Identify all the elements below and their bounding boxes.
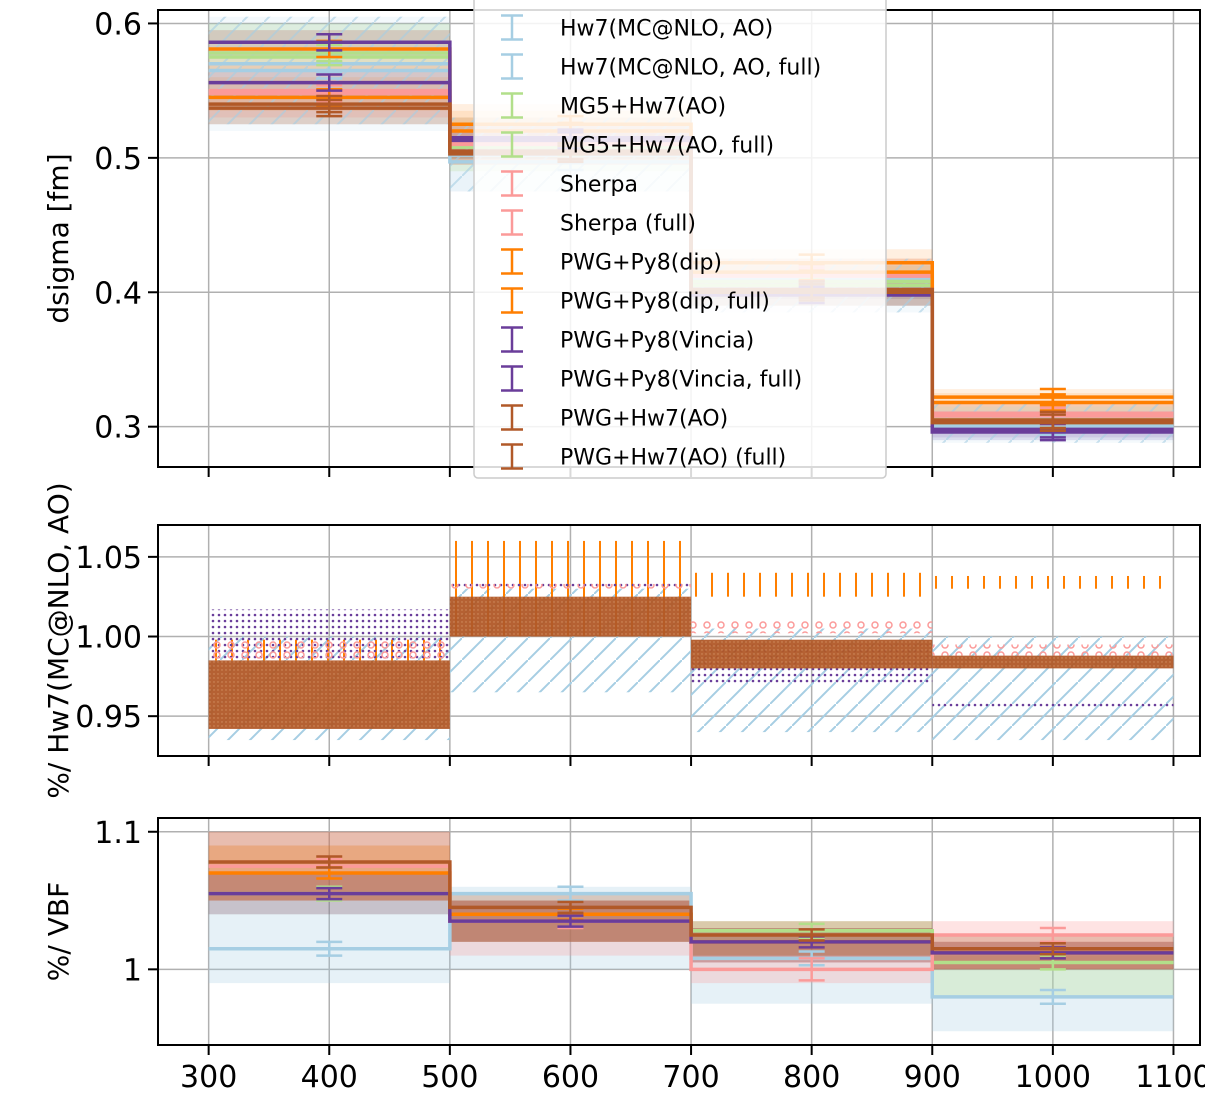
legend-label: PWG+Hw7(AO) (full) (560, 446, 786, 471)
legend-label: PWG+Py8(Vincia, full) (560, 368, 802, 393)
legend-label: Hw7(MC@NLO, AO, full) (560, 56, 821, 81)
x-tick-label: 900 (904, 1060, 961, 1095)
y-tick-label: 0.6 (94, 7, 142, 42)
y-tick-label: 1.1 (94, 816, 142, 851)
legend-item: Sherpa (full) (501, 209, 696, 237)
legend-label: PWG+Py8(dip, full) (560, 290, 770, 315)
error-bar (798, 957, 825, 982)
ratio-band-pwg-hw7-ao- (691, 639, 933, 669)
series-line-pwg-hw7-ao- (208, 860, 1174, 951)
y-tick-label: 1.00 (75, 621, 142, 656)
error-bar (316, 94, 343, 114)
ratio-band-pwg-hw7-ao- (932, 655, 1174, 669)
y-tick-label: 0.3 (94, 411, 142, 446)
y-tick-label: 1.05 (75, 541, 142, 576)
legend-label: Sherpa (full) (560, 212, 696, 237)
error-bar (316, 32, 343, 52)
legend-item: PWG+Hw7(AO) (501, 404, 728, 432)
panel-ratio: 0.95 1.00 1.05%/ Hw7(MC@NLO, AO) (42, 482, 1201, 799)
legend-item: Sherpa (501, 170, 638, 198)
error-bar (316, 886, 343, 901)
y-tick-label: 0.4 (94, 276, 142, 311)
ratio-band-pwg-py8-vincia- (932, 703, 1174, 709)
x-tick-label: 400 (301, 1060, 358, 1095)
y-axis-title: dsigma [fm] (42, 153, 75, 323)
y-tick-label: 0.5 (94, 142, 142, 177)
legend: Hw7(MC@NLO, AO) Hw7(MC@NLO, AO, full) MG5+… (473, 0, 887, 479)
y-axis-title: %/ Hw7(MC@NLO, AO) (42, 482, 75, 798)
x-tick-label: 800 (783, 1060, 840, 1095)
legend-label: Hw7(MC@NLO, AO) (560, 17, 773, 42)
error-bar (1039, 413, 1066, 432)
legend-label: Sherpa (560, 173, 638, 198)
axes-frame (157, 817, 1201, 1046)
legend-item: MG5+Hw7(AO) (501, 92, 726, 120)
x-tick-label: 1100 (1135, 1060, 1205, 1095)
legend-item: PWG+Py8(Vincia, full) (501, 365, 802, 393)
plot-area-ratio (208, 540, 1174, 741)
legend-item: PWG+Py8(Vincia) (501, 326, 754, 354)
ratio-band-sherpa (932, 644, 1174, 656)
x-tick-label: 700 (662, 1060, 719, 1095)
ratio-band-sherpa (208, 639, 450, 661)
legend-label: PWG+Hw7(AO) (560, 407, 728, 432)
error-bar (1039, 393, 1066, 412)
legend-box (473, 0, 887, 479)
axes-frame (157, 524, 1201, 757)
legend-label: MG5+Hw7(AO, full) (560, 134, 774, 159)
legend-label: PWG+Py8(Vincia) (560, 329, 754, 354)
error-bar (798, 928, 825, 942)
legend-item: PWG+Py8(dip) (501, 248, 722, 276)
error-bar (557, 900, 584, 915)
y-tick-label: 1 (123, 953, 142, 988)
x-tick-label: 1000 (1015, 1060, 1091, 1095)
error-bar (557, 885, 584, 902)
ratio-band-pwg-hw7-ao- (208, 660, 450, 729)
ratio-band-pwg-hw7-ao- (449, 596, 692, 637)
x-tick-label: 300 (180, 1060, 237, 1095)
x-tick-label: 500 (421, 1060, 478, 1095)
ratio-band-sherpa (691, 620, 933, 634)
error-bar (316, 940, 343, 957)
error-bar (1039, 926, 1066, 944)
legend-label: MG5+Hw7(AO) (560, 95, 726, 120)
legend-item: Hw7(MC@NLO, AO) (501, 14, 773, 42)
x-tick-label: 600 (542, 1060, 599, 1095)
error-bar (557, 914, 584, 928)
error-bar (1039, 941, 1066, 956)
ratio-band-pwg-py8-dip- (932, 575, 1174, 589)
panel-vbf: 1 1.1 %/ VBF 300 400 500 600 700 800 900 1000 1100 (42, 816, 1205, 1095)
legend-label: PWG+Py8(dip) (560, 251, 722, 276)
legend-item: MG5+Hw7(AO, full) (501, 131, 774, 159)
error-bar (316, 73, 343, 92)
plot-area-vbf (208, 831, 1174, 1032)
error-bar (1039, 988, 1066, 1005)
legend-item: PWG+Hw7(AO) (full) (501, 443, 786, 471)
legend-item: PWG+Py8(dip, full) (501, 287, 770, 315)
ratio-band-sherpa (449, 583, 692, 589)
ratio-band-pwg-py8-dip- (691, 572, 933, 597)
y-axis-title: %/ VBF (42, 882, 75, 981)
error-bar (316, 855, 343, 869)
y-tick-label: 0.95 (75, 700, 142, 735)
legend-item: Hw7(MC@NLO, AO, full) (501, 53, 821, 81)
